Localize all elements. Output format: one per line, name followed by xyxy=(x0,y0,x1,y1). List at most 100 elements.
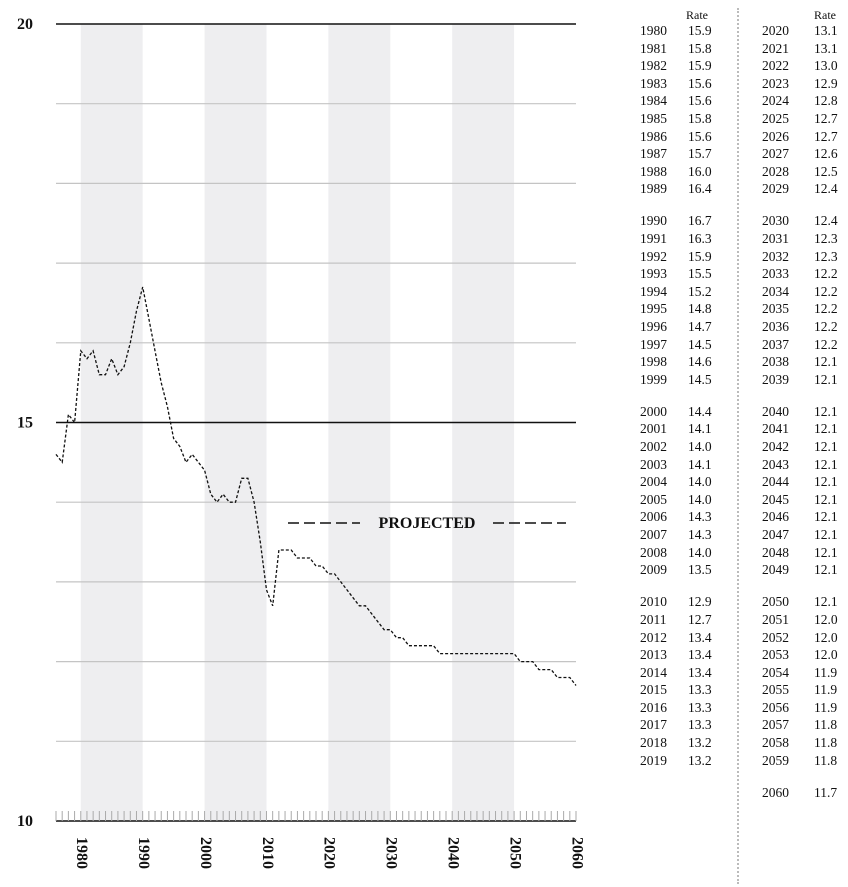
year-cell: 2053 xyxy=(762,647,789,663)
rate-cell: 12.9 xyxy=(814,75,838,91)
rate-cell: 13.2 xyxy=(688,752,712,768)
table-right-header: Rate xyxy=(762,6,848,22)
rate-cell: 11.9 xyxy=(814,699,838,715)
rate-cell: 14.1 xyxy=(688,456,712,472)
rate-cell: 13.3 xyxy=(688,717,712,733)
year-cell: 2008 xyxy=(640,544,667,560)
table-row: 2004 14.0 xyxy=(640,473,730,491)
year-cell: 2037 xyxy=(762,336,789,352)
rate-cell: 15.7 xyxy=(688,146,712,162)
table-row: 2052 12.0 xyxy=(762,629,848,647)
rate-cell: 12.2 xyxy=(814,319,838,334)
rate-cell: 12.0 xyxy=(814,629,838,645)
year-cell: 2045 xyxy=(762,491,789,507)
rate-cell: 14.0 xyxy=(688,544,712,560)
table-row: 2005 14.0 xyxy=(640,491,730,509)
rate-cell: 14.0 xyxy=(688,474,712,490)
table-row: 1996 14.7 xyxy=(640,318,730,336)
rate-cell: 13.1 xyxy=(814,40,838,56)
rate-cell: 12.1 xyxy=(814,403,838,419)
year-cell: 2023 xyxy=(762,75,789,91)
table-right-column: Rate 2020 13.1 2021 13.1 2022 13.0 2023 12.9 202… xyxy=(762,6,848,816)
table-row: 2009 13.5 xyxy=(640,561,730,579)
rate-cell: 11.7 xyxy=(814,784,838,800)
rate-cell: 14.6 xyxy=(688,354,712,370)
table-row: 2031 12.3 xyxy=(762,230,848,248)
table-row: 2058 11.8 xyxy=(762,734,848,752)
year-cell: 2051 xyxy=(762,611,789,627)
rate-cell: 13.4 xyxy=(688,664,712,680)
year-cell: 1999 xyxy=(640,371,667,387)
year-cell: 2020 xyxy=(762,23,789,38)
y-tick-label: 15 xyxy=(17,415,33,432)
year-cell: 2021 xyxy=(762,40,789,56)
rate-cell: 12.2 xyxy=(814,301,838,317)
x-minor-ticks xyxy=(55,811,577,821)
year-cell: 2050 xyxy=(762,594,789,610)
rate-cell: 15.8 xyxy=(688,40,712,56)
table-row: 1984 15.6 xyxy=(640,92,730,110)
rate-cell: 16.7 xyxy=(688,213,712,229)
year-cell: 2047 xyxy=(762,527,789,543)
year-cell: 2010 xyxy=(640,594,667,610)
table-group: 2000 14.4 2001 14.1 2002 14.0 2003 14.1 2004 14.0… xyxy=(640,403,730,579)
year-cell: 2030 xyxy=(762,213,789,229)
table-row: 2029 12.4 xyxy=(762,180,848,198)
year-cell: 2056 xyxy=(762,699,789,715)
table-row: 1994 15.2 xyxy=(640,283,730,301)
year-cell: 1993 xyxy=(640,266,667,282)
table-row: 2010 12.9 xyxy=(640,593,730,611)
year-cell: 1988 xyxy=(640,163,667,179)
year-cell: 2028 xyxy=(762,163,789,179)
rate-cell: 12.1 xyxy=(814,371,838,387)
table-row: 1997 14.5 xyxy=(640,336,730,354)
year-cell: 2038 xyxy=(762,354,789,370)
year-cell: 1995 xyxy=(640,301,667,317)
rate-cell: 12.1 xyxy=(814,527,838,543)
table-row: 2041 12.1 xyxy=(762,420,848,438)
table-group: 1990 16.7 1991 16.3 1992 15.9 1993 15.5 1994 15.2… xyxy=(640,212,730,388)
table-row: 2002 14.0 xyxy=(640,438,730,456)
rate-cell: 12.1 xyxy=(814,491,838,507)
rate-cell: 15.6 xyxy=(688,128,712,144)
rate-cell: 12.1 xyxy=(814,456,838,472)
rate-cell: 14.1 xyxy=(688,421,712,437)
rate-cell: 11.8 xyxy=(814,735,838,751)
table-group: 2060 11.7 xyxy=(762,784,848,802)
rate-cell: 13.3 xyxy=(688,699,712,715)
table-row: 2060 11.7 xyxy=(762,784,848,802)
table-row: 2016 13.3 xyxy=(640,699,730,717)
table-row: 2054 11.9 xyxy=(762,664,848,682)
table-row: 1991 16.3 xyxy=(640,230,730,248)
table-row: 2034 12.2 xyxy=(762,283,848,301)
year-cell: 2036 xyxy=(762,319,789,334)
year-cell: 2059 xyxy=(762,752,789,768)
table-row: 2008 14.0 xyxy=(640,544,730,562)
x-tick-label: 2000 xyxy=(197,837,214,869)
table-row: 2025 12.7 xyxy=(762,110,848,128)
y-tick-label: 20 xyxy=(17,16,33,33)
table-row: 2038 12.1 xyxy=(762,353,848,371)
table-row: 1983 15.6 xyxy=(640,75,730,93)
year-cell: 2058 xyxy=(762,735,789,751)
rate-cell: 12.1 xyxy=(814,544,838,560)
year-cell: 1989 xyxy=(640,181,667,197)
table-row: 2032 12.3 xyxy=(762,248,848,266)
rate-header-left: Rate xyxy=(686,8,708,22)
rate-cell: 12.7 xyxy=(814,110,838,126)
x-tick-label: 2020 xyxy=(321,837,338,869)
table-group: 2030 12.4 2031 12.3 2032 12.3 2033 12.2 2034 12.2… xyxy=(762,212,848,388)
year-cell: 2027 xyxy=(762,146,789,162)
rate-cell: 11.9 xyxy=(814,664,838,680)
year-cell: 2029 xyxy=(762,181,789,197)
table-row: 2012 13.4 xyxy=(640,629,730,647)
rate-cell: 14.0 xyxy=(688,491,712,507)
year-cell: 2034 xyxy=(762,283,789,299)
table-row: 1986 15.6 xyxy=(640,128,730,146)
year-cell: 1998 xyxy=(640,354,667,370)
table-row: 2053 12.0 xyxy=(762,646,848,664)
year-cell: 2014 xyxy=(640,664,667,680)
rate-cell: 11.8 xyxy=(814,717,838,733)
table-left-column: Rate 1980 15.9 1981 15.8 1982 15.9 1983 15.6 198… xyxy=(640,6,730,784)
table-row: 2043 12.1 xyxy=(762,456,848,474)
